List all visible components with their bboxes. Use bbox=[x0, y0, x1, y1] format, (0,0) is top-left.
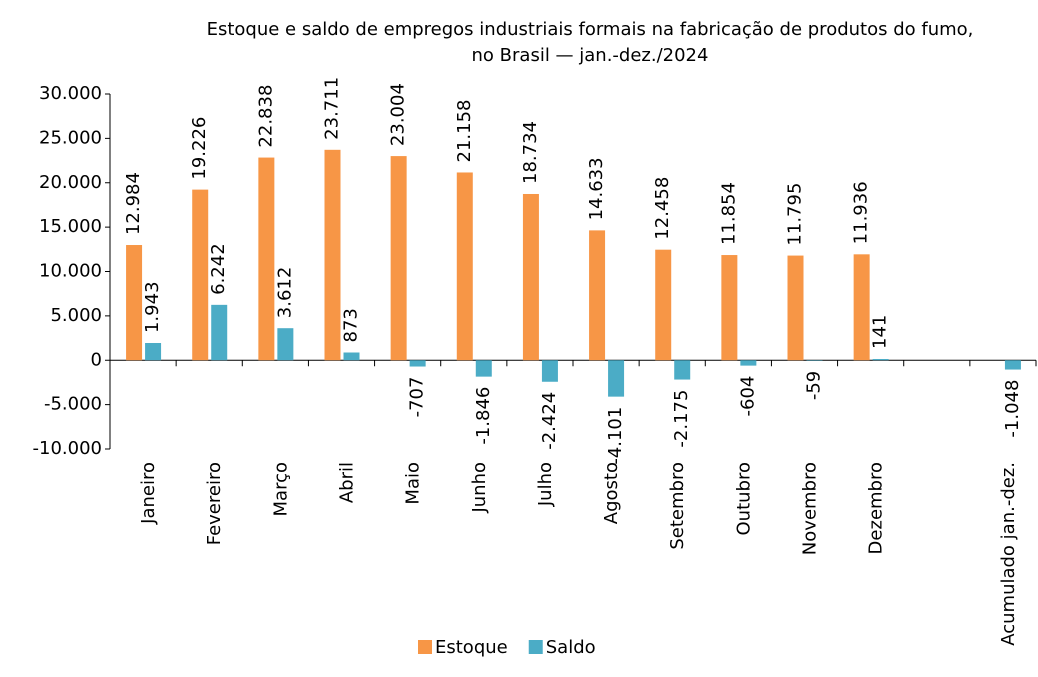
bar bbox=[475, 360, 492, 377]
data-label: -604 bbox=[737, 376, 758, 417]
bar bbox=[806, 360, 823, 361]
data-label: -1.048 bbox=[1002, 380, 1023, 438]
bar bbox=[740, 360, 757, 366]
data-label: 12.458 bbox=[652, 177, 673, 240]
x-tick-label: Janeiro bbox=[138, 462, 159, 525]
y-tick-label: 20.000 bbox=[39, 172, 102, 193]
data-label: -1.846 bbox=[473, 387, 494, 445]
bar bbox=[126, 245, 143, 361]
data-label: -59 bbox=[804, 371, 825, 400]
bar bbox=[589, 230, 606, 361]
y-tick-label: 25.000 bbox=[39, 127, 102, 148]
data-label: -4.101 bbox=[605, 407, 626, 465]
y-tick-label: -5.000 bbox=[44, 394, 102, 415]
data-label: -707 bbox=[407, 377, 428, 418]
y-tick-label: 0 bbox=[91, 349, 102, 370]
bar bbox=[145, 343, 162, 361]
data-label: 12.984 bbox=[123, 172, 144, 235]
data-label: -2.175 bbox=[671, 390, 692, 448]
x-tick-label: Agosto bbox=[601, 462, 622, 524]
bar bbox=[343, 352, 360, 361]
bar bbox=[522, 193, 539, 361]
data-label: 23.711 bbox=[322, 77, 343, 140]
x-tick-label: Setembro bbox=[667, 462, 688, 550]
y-tick-label: -10.000 bbox=[33, 438, 102, 459]
x-tick-label: Acumulado jan.-dez. bbox=[998, 462, 1019, 646]
data-label: 1.943 bbox=[142, 281, 163, 333]
bar bbox=[655, 249, 672, 361]
y-tick-label: 30.000 bbox=[39, 83, 102, 104]
chart-title: no Brasil — jan.-dez./2024 bbox=[472, 45, 709, 66]
bar bbox=[277, 328, 294, 361]
x-tick-label: Outubro bbox=[733, 462, 754, 536]
bar bbox=[258, 157, 275, 361]
bar bbox=[192, 189, 209, 361]
x-tick-label: Julho bbox=[535, 462, 556, 507]
data-label: 873 bbox=[341, 308, 362, 342]
bar bbox=[211, 304, 228, 361]
y-tick-label: 5.000 bbox=[50, 305, 102, 326]
chart-title: Estoque e saldo de empregos industriais … bbox=[207, 19, 974, 40]
x-tick-label: Junho bbox=[469, 462, 490, 514]
bar bbox=[541, 360, 558, 382]
bar bbox=[409, 360, 426, 367]
x-tick-label: Março bbox=[270, 462, 291, 516]
data-label: 3.612 bbox=[274, 267, 295, 319]
bar bbox=[872, 358, 889, 361]
bar bbox=[390, 156, 407, 361]
data-label: 6.242 bbox=[208, 243, 229, 295]
data-label: 11.936 bbox=[851, 181, 872, 244]
y-tick-label: 15.000 bbox=[39, 216, 102, 237]
y-tick-label: 10.000 bbox=[39, 261, 102, 282]
x-tick-label: Abril bbox=[337, 462, 358, 503]
bar bbox=[324, 149, 341, 361]
x-tick-label: Maio bbox=[403, 462, 424, 505]
data-label: -2.424 bbox=[539, 392, 560, 450]
data-label: 19.226 bbox=[189, 117, 210, 180]
data-label: 21.158 bbox=[454, 99, 475, 162]
bar bbox=[721, 255, 738, 361]
bar bbox=[608, 360, 625, 397]
data-label: 18.734 bbox=[520, 121, 541, 184]
x-tick-label: Dezembro bbox=[866, 462, 887, 554]
bar bbox=[1004, 360, 1021, 370]
x-tick-label: Fevereiro bbox=[204, 462, 225, 545]
bar bbox=[674, 360, 691, 380]
legend-label: Estoque bbox=[435, 637, 508, 658]
bar bbox=[456, 172, 473, 361]
data-label: 11.795 bbox=[785, 183, 806, 246]
data-label: 23.004 bbox=[388, 83, 409, 146]
bar bbox=[787, 255, 804, 361]
legend-swatch bbox=[528, 640, 543, 654]
data-label: 22.838 bbox=[255, 85, 276, 148]
x-tick-label: Novembro bbox=[800, 462, 821, 555]
legend-swatch bbox=[418, 640, 432, 654]
legend-label: Saldo bbox=[546, 637, 596, 658]
data-label: 14.633 bbox=[586, 157, 607, 220]
bar bbox=[853, 254, 870, 361]
data-label: 11.854 bbox=[718, 182, 739, 245]
data-label: 141 bbox=[870, 315, 891, 349]
